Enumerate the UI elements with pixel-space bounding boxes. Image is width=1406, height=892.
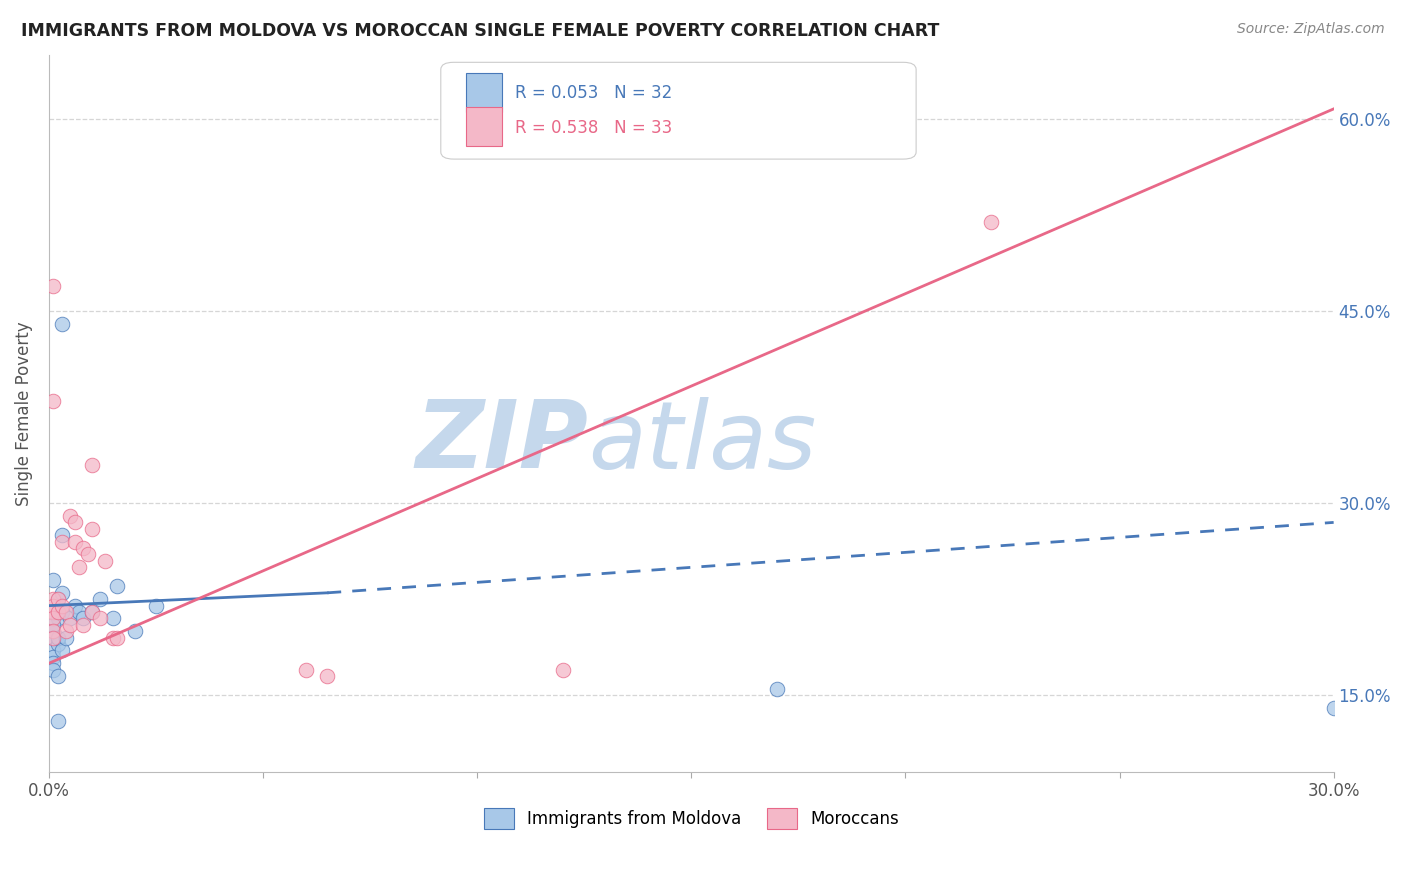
Point xyxy=(103,631,125,645)
Point xyxy=(46,611,69,625)
Point xyxy=(46,592,69,607)
Point xyxy=(103,611,125,625)
Text: IMMIGRANTS FROM MOLDOVA VS MOROCCAN SINGLE FEMALE POVERTY CORRELATION CHART: IMMIGRANTS FROM MOLDOVA VS MOROCCAN SING… xyxy=(21,22,939,40)
Point xyxy=(316,669,339,683)
Point xyxy=(51,317,73,331)
Point xyxy=(72,541,94,555)
Text: atlas: atlas xyxy=(589,397,817,488)
Point xyxy=(42,592,65,607)
Point xyxy=(42,573,65,587)
Point xyxy=(46,631,69,645)
Point xyxy=(51,528,73,542)
Point xyxy=(42,649,65,664)
Point xyxy=(46,637,69,651)
Point xyxy=(42,599,65,613)
Point xyxy=(124,624,146,639)
Point xyxy=(72,611,94,625)
Point xyxy=(42,631,65,645)
Point xyxy=(80,458,103,472)
Text: R = 0.053   N = 32: R = 0.053 N = 32 xyxy=(516,84,672,103)
Point xyxy=(80,522,103,536)
Point xyxy=(42,611,65,625)
Point xyxy=(42,624,65,639)
Point xyxy=(46,714,69,728)
Point xyxy=(80,605,103,619)
Point xyxy=(63,534,86,549)
Point xyxy=(980,214,1002,228)
Point xyxy=(145,599,167,613)
Point xyxy=(80,605,103,619)
Point xyxy=(93,554,115,568)
Point xyxy=(63,599,86,613)
Point xyxy=(59,508,82,523)
Point xyxy=(42,624,65,639)
Y-axis label: Single Female Poverty: Single Female Poverty xyxy=(15,321,32,506)
Point xyxy=(42,663,65,677)
Text: ZIP: ZIP xyxy=(416,396,589,488)
Text: Source: ZipAtlas.com: Source: ZipAtlas.com xyxy=(1237,22,1385,37)
Point xyxy=(107,579,129,593)
Point xyxy=(55,605,77,619)
Point xyxy=(59,611,82,625)
Point xyxy=(63,516,86,530)
Point xyxy=(51,605,73,619)
Point xyxy=(76,548,98,562)
Point xyxy=(42,278,65,293)
Point xyxy=(89,611,111,625)
Point xyxy=(42,605,65,619)
Point xyxy=(1323,701,1346,715)
Point xyxy=(295,663,318,677)
Legend: Immigrants from Moldova, Moroccans: Immigrants from Moldova, Moroccans xyxy=(477,802,905,836)
FancyBboxPatch shape xyxy=(441,62,917,159)
Point xyxy=(46,669,69,683)
Point xyxy=(551,663,574,677)
Point xyxy=(67,605,90,619)
Point xyxy=(55,624,77,639)
FancyBboxPatch shape xyxy=(467,107,502,146)
Point xyxy=(42,643,65,657)
Point xyxy=(766,681,789,696)
Point xyxy=(59,617,82,632)
Point xyxy=(51,586,73,600)
Point xyxy=(55,631,77,645)
Point xyxy=(42,617,65,632)
Point xyxy=(42,393,65,408)
Point xyxy=(67,560,90,574)
Point xyxy=(46,592,69,607)
Point xyxy=(46,605,69,619)
Point xyxy=(42,631,65,645)
Point xyxy=(107,631,129,645)
Text: R = 0.538   N = 33: R = 0.538 N = 33 xyxy=(516,120,672,137)
Point xyxy=(51,599,73,613)
FancyBboxPatch shape xyxy=(467,73,502,112)
Point xyxy=(89,592,111,607)
Point xyxy=(42,657,65,671)
Point xyxy=(72,617,94,632)
Point xyxy=(51,643,73,657)
Point xyxy=(51,534,73,549)
